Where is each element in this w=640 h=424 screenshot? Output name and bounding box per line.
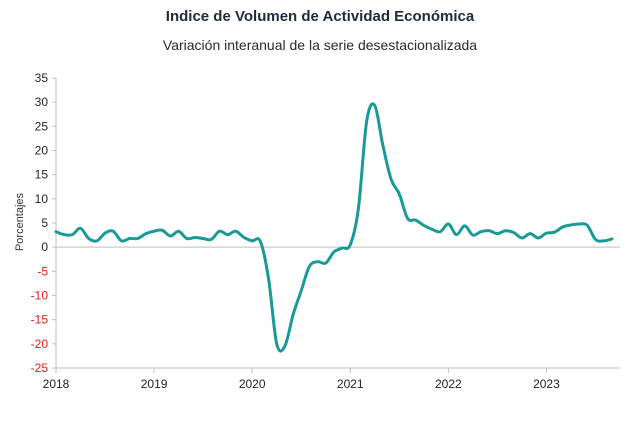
y-axis-label: Porcentajes <box>14 192 26 251</box>
series-line <box>54 102 614 353</box>
x-tick-label: 2023 <box>533 377 560 391</box>
y-tick-label: 20 <box>35 144 49 158</box>
y-tick-label: -5 <box>37 264 48 278</box>
x-axis: 2018 2019 2020 2021 2022 2023 <box>43 246 620 391</box>
x-tick-label: 2019 <box>141 377 168 391</box>
y-tick-label: 5 <box>41 216 48 230</box>
series-layer <box>54 102 614 353</box>
y-tick-label: -25 <box>31 361 49 375</box>
y-tick-label: 10 <box>35 192 49 206</box>
y-tick-label: 25 <box>35 119 49 133</box>
y-tick-label: 30 <box>35 95 49 109</box>
y-tick-label: -10 <box>31 289 49 303</box>
y-tick-label: -20 <box>31 337 49 351</box>
x-tick-label: 2021 <box>337 377 364 391</box>
chart-title: Indice de Volumen de Actividad Económica <box>165 8 475 25</box>
chart-subtitle: Variación interanual de la serie desesta… <box>162 37 478 53</box>
x-tick-label: 2022 <box>435 377 462 391</box>
y-tick-label: -15 <box>31 313 49 327</box>
x-tick-label: 2020 <box>239 377 266 391</box>
y-tick-label: 15 <box>35 168 49 182</box>
y-axis: 35 30 25 20 15 10 5 0 -5 -10 -15 -20 -25 <box>31 71 57 375</box>
y-tick-label: 35 <box>35 71 49 85</box>
x-tick-label: 2018 <box>43 377 70 391</box>
y-tick-label: 0 <box>41 240 48 254</box>
